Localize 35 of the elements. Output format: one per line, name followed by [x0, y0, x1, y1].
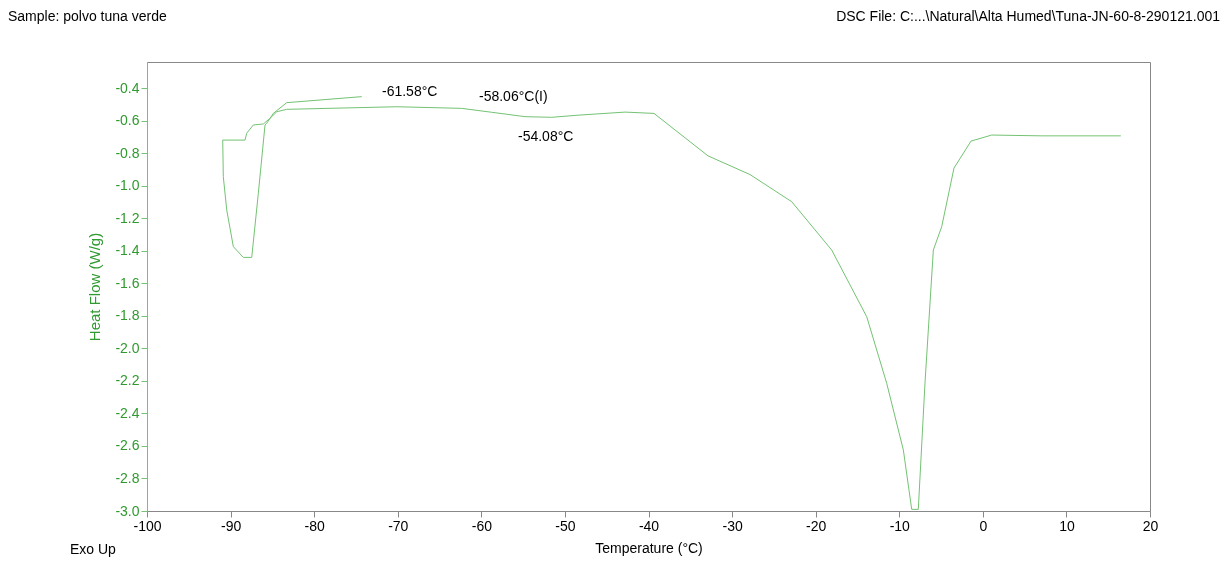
x-tick-label: 0 — [979, 517, 988, 534]
x-tick-label: -60 — [471, 517, 493, 534]
y-tick-label: -2.2 — [115, 372, 140, 389]
y-tick-label: -1.6 — [115, 274, 140, 291]
annotation: -58.06°C(I) — [479, 88, 548, 104]
x-tick-label: -10 — [889, 517, 911, 534]
y-tick-label: -1.4 — [115, 242, 140, 259]
y-tick-label: -1.8 — [115, 307, 140, 324]
y-tick-label: -2.0 — [115, 339, 140, 356]
y-tick-label: -0.4 — [115, 79, 140, 96]
x-tick-label: 10 — [1059, 517, 1075, 534]
x-tick-label: 20 — [1142, 517, 1159, 534]
x-axis-title: Temperature (°C) — [595, 539, 703, 556]
x-tick-label: -100 — [133, 517, 162, 534]
y-tick-label: -1.2 — [115, 209, 140, 226]
x-tick-label: -20 — [806, 517, 827, 534]
text: Exo Up — [70, 541, 116, 557]
annotation: -54.08°C — [518, 128, 574, 144]
chart-title: Sample: polvo tuna verde — [8, 8, 167, 24]
y-tick-label: -2.6 — [115, 437, 140, 454]
x-tick-label: -90 — [220, 517, 242, 534]
y-axis-title: Heat Flow (W/g) — [86, 232, 104, 342]
y-tick-label: -0.6 — [115, 112, 140, 129]
y-tick-label: -2.4 — [115, 404, 140, 421]
y-tick-label: -2.8 — [115, 469, 140, 486]
y-tick-label: -0.8 — [115, 144, 140, 161]
annotation: -61.58°C — [382, 83, 438, 99]
y-tick-label: -1.0 — [115, 177, 140, 194]
y-tick-label: -3.0 — [115, 502, 140, 519]
x-tick-label: -50 — [555, 517, 576, 534]
text: DSC File: C:...\Natural\Alta Humed\Tuna-JN-60-8-290121.001 — [836, 8, 1220, 24]
x-tick-label: -30 — [722, 517, 743, 534]
x-tick-label: -40 — [638, 517, 660, 534]
x-tick-label: -70 — [388, 517, 409, 534]
x-tick-label: -80 — [304, 517, 325, 534]
